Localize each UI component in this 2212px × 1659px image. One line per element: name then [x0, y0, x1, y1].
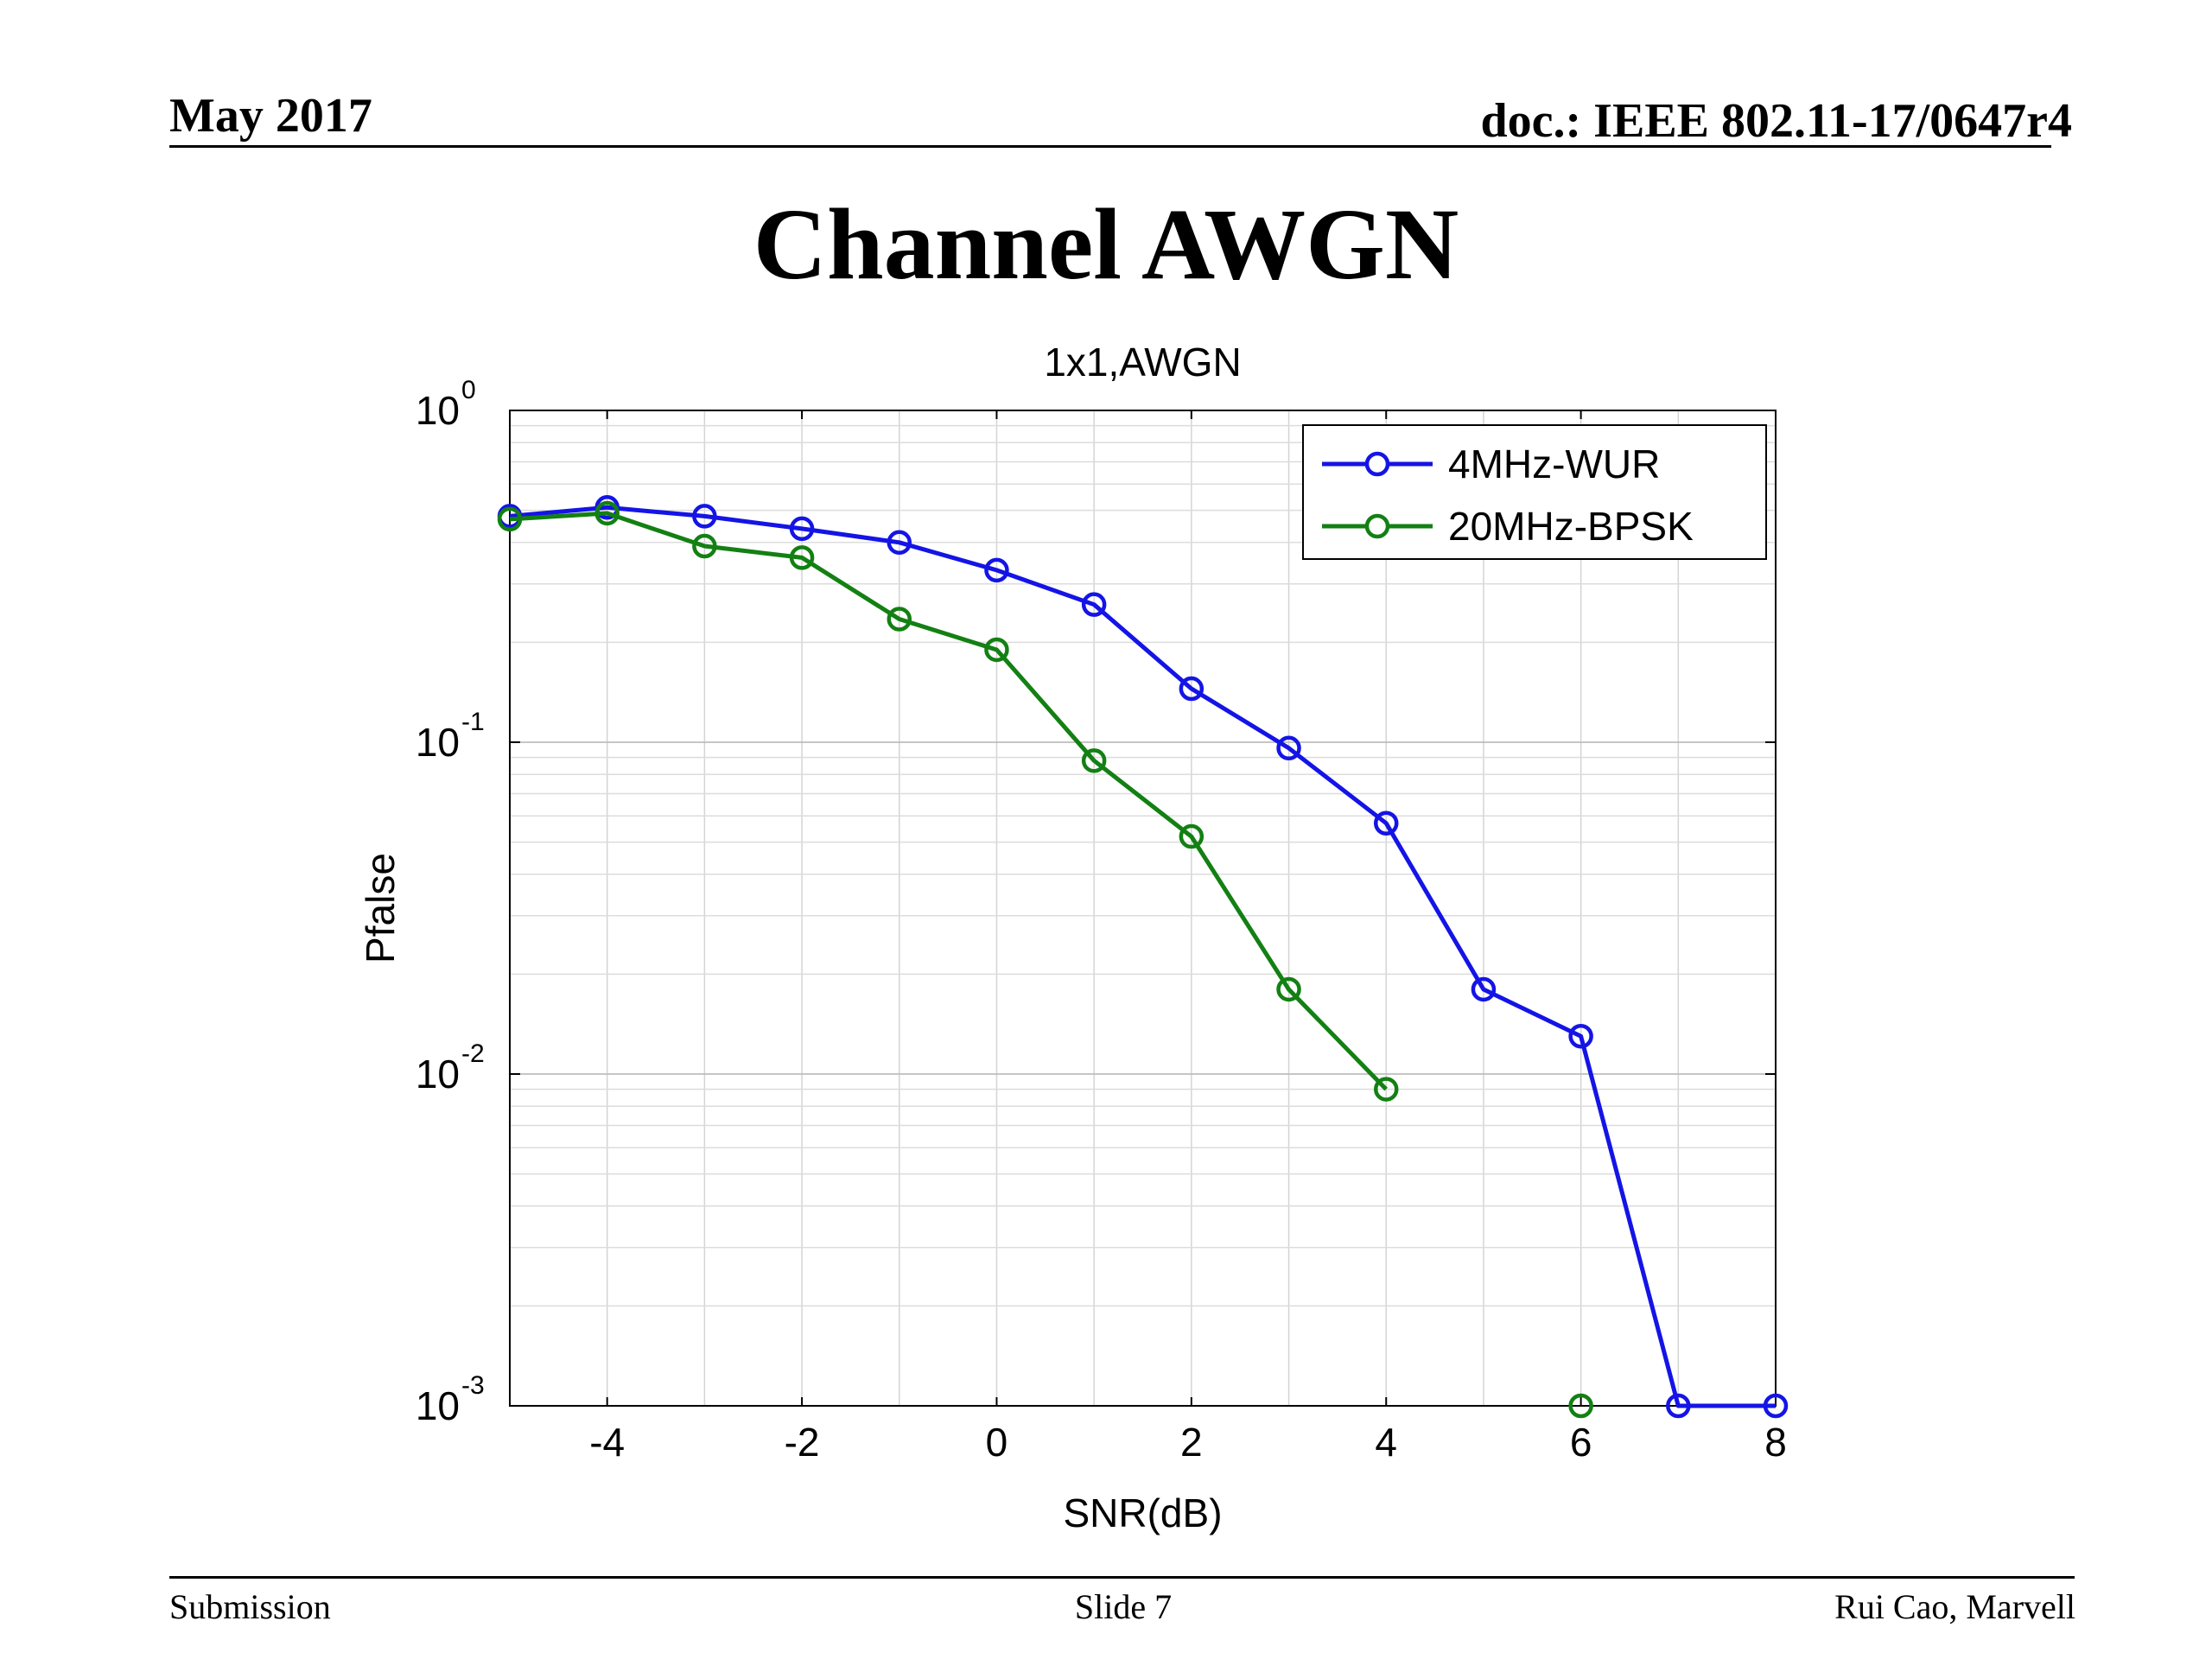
x-tick-label: 6 — [1570, 1420, 1592, 1465]
header-rule — [169, 145, 2051, 148]
series-1 — [497, 495, 1789, 1419]
data-point — [1763, 1393, 1789, 1419]
data-point — [1081, 748, 1107, 773]
x-tick-label: -2 — [785, 1420, 820, 1465]
y-tick-label: 10 — [416, 388, 460, 433]
plot-area — [509, 410, 1777, 1407]
data-point — [594, 500, 620, 526]
legend-marker — [1364, 451, 1390, 477]
data-point — [1373, 1077, 1399, 1102]
data-point — [1179, 823, 1205, 849]
chart-series — [497, 495, 1789, 1419]
header-doc-id: doc.: IEEE 802.11-17/0647r4 — [1480, 94, 2072, 148]
data-point — [1471, 976, 1497, 1002]
data-point — [1666, 1393, 1691, 1419]
series-line — [510, 513, 1581, 1406]
y-tick-label: 10 — [416, 720, 460, 765]
x-tick-label: 0 — [986, 1420, 1008, 1465]
data-point — [1179, 676, 1205, 702]
data-point — [1276, 735, 1301, 761]
data-point — [1081, 592, 1107, 617]
footer-rule — [169, 1576, 2075, 1579]
legend-item: 20MHz-BPSK — [1322, 504, 1694, 549]
x-tick-label: 4 — [1375, 1420, 1397, 1465]
data-point — [1276, 976, 1301, 1002]
y-tick-exponent: 0 — [461, 376, 476, 404]
data-point — [692, 504, 717, 529]
y-tick-exponent: -3 — [461, 1371, 485, 1400]
footer-submission: Submission — [169, 1587, 331, 1626]
legend-label: 4MHz-WUR — [1448, 442, 1660, 486]
data-point — [692, 533, 717, 559]
y-tick-label: 10 — [416, 1383, 460, 1428]
data-point — [887, 607, 912, 632]
footer-author: Rui Cao, Marvell — [1834, 1587, 2075, 1626]
x-tick-label: 8 — [1764, 1420, 1787, 1465]
y-tick-exponent: -1 — [461, 708, 485, 736]
legend-label: 20MHz-BPSK — [1448, 504, 1694, 549]
data-point — [887, 530, 912, 556]
data-point — [984, 637, 1009, 663]
series-line — [509, 505, 1776, 1408]
x-tick-label: 2 — [1180, 1420, 1203, 1465]
data-point — [789, 516, 815, 542]
data-point — [1568, 1023, 1593, 1049]
data-point — [789, 545, 815, 570]
data-point — [1568, 1393, 1593, 1419]
chart-title: 1x1,AWGN — [1044, 340, 1241, 385]
data-point — [984, 557, 1009, 583]
legend-marker — [1364, 513, 1390, 539]
legend-item: 4MHz-WUR — [1322, 442, 1660, 486]
header-date: May 2017 — [169, 89, 372, 143]
slide-title: Channel AWGN — [753, 188, 1459, 301]
x-axis-label: SNR(dB) — [1063, 1491, 1222, 1535]
legend-box — [1302, 424, 1767, 560]
series-2 — [497, 500, 1593, 1419]
chart-legend: 4MHz-WUR 20MHz-BPSK — [1302, 424, 1767, 560]
footer-slide-number: Slide 7 — [1074, 1587, 1173, 1626]
data-point — [497, 506, 523, 532]
y-tick-exponent: -2 — [461, 1039, 485, 1068]
data-point — [1373, 810, 1399, 836]
x-tick-label: -4 — [589, 1420, 625, 1465]
y-tick-label: 10 — [416, 1052, 460, 1096]
y-axis-label: Pfalse — [358, 853, 403, 963]
